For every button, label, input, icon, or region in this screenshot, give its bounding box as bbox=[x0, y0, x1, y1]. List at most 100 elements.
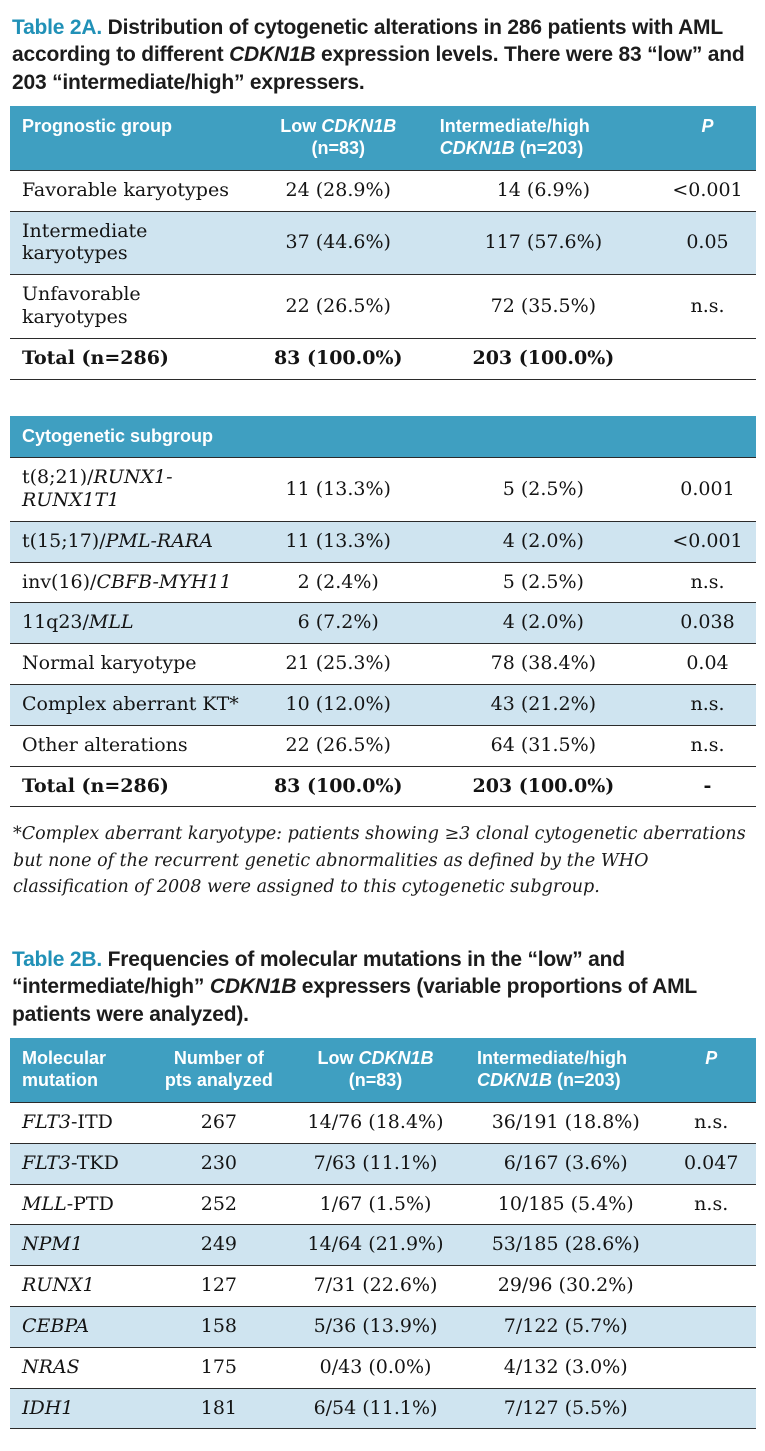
table-row: Complex aberrant KT* 10 (12.0%) 43 (21.2%)… bbox=[10, 683, 756, 726]
column-header-low-cdkn1b: Low CDKN1B (n=83) bbox=[248, 105, 428, 171]
table-row: CEBPA 158 5/36 (13.9%) 7/122 (5.7%) bbox=[10, 1305, 756, 1348]
cell-value: 83 (100.0%) bbox=[248, 337, 428, 380]
cell-value: n.s. bbox=[659, 724, 756, 767]
table-2a-footnote: *Complex aberrant karyotype: patients sh… bbox=[13, 824, 746, 897]
cell-value: 22 (26.5%) bbox=[248, 274, 428, 339]
cell-value: n.s. bbox=[666, 1183, 756, 1225]
cell-value: 4/132 (3.0%) bbox=[465, 1346, 667, 1389]
spacer bbox=[10, 380, 756, 416]
row-label: MLL-PTD bbox=[10, 1183, 152, 1225]
row-label: Intermediate karyotypes bbox=[10, 210, 249, 275]
table-row: RUNX1 127 7/31 (22.6%) 29/96 (30.2%) bbox=[10, 1265, 756, 1307]
table-2a-header-row: Prognostic group Low CDKN1B (n=83) Inter… bbox=[10, 105, 756, 171]
cell-value: 7/63 (11.1%) bbox=[286, 1142, 466, 1185]
cell-value: n.s. bbox=[659, 274, 756, 339]
cell-value: 14/64 (21.9%) bbox=[286, 1224, 466, 1266]
cell-value: 0.001 bbox=[659, 457, 756, 522]
cell-value: 14/76 (18.4%) bbox=[286, 1101, 466, 1144]
cell-value: n.s. bbox=[666, 1101, 756, 1144]
row-label: NPM1 bbox=[10, 1224, 152, 1266]
table-2a-cytogenetic: Cytogenetic subgroup t(8;21)/RUNX1-RUNX1… bbox=[10, 415, 756, 808]
cell-value: 1/67 (1.5%) bbox=[286, 1183, 466, 1225]
cell-value: 181 bbox=[151, 1387, 286, 1429]
cell-value: 117 (57.6%) bbox=[427, 210, 659, 275]
table-row: Total (n=286) 83 (100.0%) 203 (100.0%) bbox=[10, 337, 756, 380]
table-row: Normal karyotype 21 (25.3%) 78 (38.4%) 0.04 bbox=[10, 643, 756, 685]
column-header-intermediate-high-cdkn1b: Intermediate/high CDKN1B (n=203) bbox=[427, 105, 659, 171]
cell-value: 252 bbox=[151, 1183, 286, 1225]
cell-value: 24 (28.9%) bbox=[248, 169, 428, 212]
cell-value: 11 (13.3%) bbox=[248, 457, 428, 522]
table-2b-header-row: Molecular mutation Number of pts analyze… bbox=[10, 1037, 756, 1103]
table-row: 11q23/MLL 6 (7.2%) 4 (2.0%) 0.038 bbox=[10, 602, 756, 644]
table-2a-caption-label: Table 2A. bbox=[12, 16, 103, 39]
cell-value: 0.038 bbox=[659, 602, 756, 644]
row-label: Complex aberrant KT* bbox=[10, 683, 249, 726]
cell-value: 4 (2.0%) bbox=[427, 520, 659, 563]
cell-value: 0.04 bbox=[659, 643, 756, 685]
table-2a-subheader-row: Cytogenetic subgroup bbox=[10, 415, 756, 458]
cell-value: 249 bbox=[151, 1224, 286, 1266]
table-row: t(15;17)/PML-RARA 11 (13.3%) 4 (2.0%) <0.00… bbox=[10, 520, 756, 563]
row-label: Normal karyotype bbox=[10, 643, 249, 685]
row-label: Unfavorable karyotypes bbox=[10, 274, 249, 339]
table-row: Intermediate karyotypes 37 (44.6%) 117 (57… bbox=[10, 210, 756, 275]
table-2b-caption: Table 2B. Frequencies of molecular mutat… bbox=[12, 946, 754, 1028]
cell-value: 6/167 (3.6%) bbox=[465, 1142, 667, 1185]
row-label: 11q23/MLL bbox=[10, 602, 249, 644]
row-label: CEBPA bbox=[10, 1305, 152, 1348]
cell-value: 83 (100.0%) bbox=[248, 765, 428, 807]
spacer bbox=[10, 900, 756, 946]
cell-value: 175 bbox=[151, 1346, 286, 1389]
table-2a-prognostic: Prognostic group Low CDKN1B (n=83) Inter… bbox=[10, 105, 756, 380]
table-row: Unfavorable karyotypes 22 (26.5%) 72 (35.5… bbox=[10, 274, 756, 339]
cell-value: 203 (100.0%) bbox=[427, 765, 659, 807]
row-label: NRAS bbox=[10, 1346, 152, 1389]
row-label: IDH1 bbox=[10, 1387, 152, 1429]
table-row: FLT3-ITD 267 14/76 (18.4%) 36/191 (18.8%) n.… bbox=[10, 1101, 756, 1144]
cell-value bbox=[666, 1346, 756, 1389]
cell-value: 64 (31.5%) bbox=[427, 724, 659, 767]
table-row: Favorable karyotypes 24 (28.9%) 14 (6.9%) <… bbox=[10, 169, 756, 212]
table-2b: Molecular mutation Number of pts analyze… bbox=[10, 1037, 756, 1430]
row-label: inv(16)/CBFB-MYH11 bbox=[10, 561, 249, 603]
row-label: RUNX1 bbox=[10, 1265, 152, 1307]
cell-value bbox=[666, 1265, 756, 1307]
cell-value: 7/31 (22.6%) bbox=[286, 1265, 466, 1307]
table-row: Total (n=286) 83 (100.0%) 203 (100.0%) - bbox=[10, 765, 756, 807]
column-header-intermediate-high-cdkn1b: Intermediate/high CDKN1B (n=203) bbox=[465, 1037, 667, 1103]
cell-value: 29/96 (30.2%) bbox=[465, 1265, 667, 1307]
cell-value: - bbox=[659, 765, 756, 807]
cell-value: n.s. bbox=[659, 561, 756, 603]
column-header-number-pts-analyzed: Number of pts analyzed bbox=[151, 1037, 286, 1103]
cell-value: n.s. bbox=[659, 683, 756, 726]
cell-value: 7/122 (5.7%) bbox=[465, 1305, 667, 1348]
column-header-p-value: P bbox=[659, 105, 756, 171]
cell-value: 203 (100.0%) bbox=[427, 337, 659, 380]
row-label: FLT3-TKD bbox=[10, 1142, 152, 1185]
table-row: t(8;21)/RUNX1-RUNX1T1 11 (13.3%) 5 (2.5%) 0… bbox=[10, 457, 756, 522]
table-2b-caption-text: Frequencies of molecular mutations in th… bbox=[12, 948, 697, 1026]
cell-value: 5 (2.5%) bbox=[427, 561, 659, 603]
cell-value: 7/127 (5.5%) bbox=[465, 1387, 667, 1429]
cell-value: 72 (35.5%) bbox=[427, 274, 659, 339]
table-row: MLL-PTD 252 1/67 (1.5%) 10/185 (5.4%) n.s. bbox=[10, 1183, 756, 1225]
row-label: Other alterations bbox=[10, 724, 249, 767]
table-row: FLT3-TKD 230 7/63 (11.1%) 6/167 (3.6%) 0.047 bbox=[10, 1142, 756, 1185]
cell-value: 2 (2.4%) bbox=[248, 561, 428, 603]
cell-value: 21 (25.3%) bbox=[248, 643, 428, 685]
cell-value: 36/191 (18.8%) bbox=[465, 1101, 667, 1144]
cell-value: 10/185 (5.4%) bbox=[465, 1183, 667, 1225]
row-label: Favorable karyotypes bbox=[10, 169, 249, 212]
table-row: NPM1 249 14/64 (21.9%) 53/185 (28.6%) bbox=[10, 1224, 756, 1266]
column-header-molecular-mutation: Molecular mutation bbox=[10, 1037, 152, 1103]
cell-value bbox=[666, 1305, 756, 1348]
cell-value: 158 bbox=[151, 1305, 286, 1348]
cell-value: <0.001 bbox=[659, 169, 756, 212]
table-row: inv(16)/CBFB-MYH11 2 (2.4%) 5 (2.5%) n.s. bbox=[10, 561, 756, 603]
row-label: Total (n=286) bbox=[10, 337, 249, 380]
table-row: IDH1 181 6/54 (11.1%) 7/127 (5.5%) bbox=[10, 1387, 756, 1429]
cell-value: 43 (21.2%) bbox=[427, 683, 659, 726]
cell-value: 10 (12.0%) bbox=[248, 683, 428, 726]
cell-value: 6/54 (11.1%) bbox=[286, 1387, 466, 1429]
